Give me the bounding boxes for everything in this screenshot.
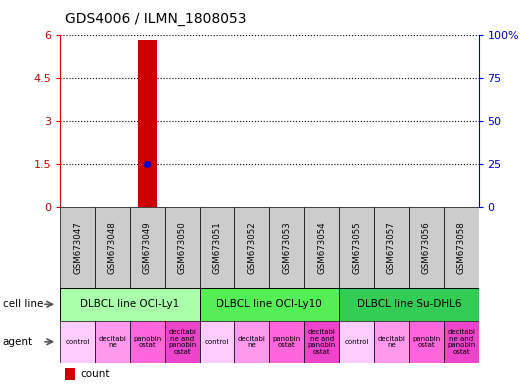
Text: DLBCL line OCI-Ly1: DLBCL line OCI-Ly1 <box>80 299 179 310</box>
Text: panobin
ostat: panobin ostat <box>133 336 162 348</box>
Bar <box>130 207 165 288</box>
Bar <box>234 321 269 363</box>
Text: control: control <box>65 339 90 345</box>
Bar <box>444 207 479 288</box>
Bar <box>165 207 200 288</box>
Text: panobin
ostat: panobin ostat <box>412 336 440 348</box>
Text: GSM673058: GSM673058 <box>457 221 465 274</box>
Text: GSM673050: GSM673050 <box>178 221 187 274</box>
Bar <box>60 288 200 321</box>
Bar <box>444 321 479 363</box>
Bar <box>339 207 374 288</box>
Text: control: control <box>205 339 229 345</box>
Bar <box>234 207 269 288</box>
Bar <box>95 321 130 363</box>
Text: GSM673054: GSM673054 <box>317 221 326 274</box>
Text: count: count <box>80 369 109 379</box>
Text: decitabi
ne and
panobin
ostat: decitabi ne and panobin ostat <box>308 329 336 354</box>
Bar <box>60 321 95 363</box>
Text: GSM673052: GSM673052 <box>247 221 256 274</box>
Text: GSM673051: GSM673051 <box>212 221 222 274</box>
Text: panobin
ostat: panobin ostat <box>272 336 301 348</box>
Bar <box>409 321 444 363</box>
Text: decitabi
ne: decitabi ne <box>378 336 405 348</box>
Text: GSM673047: GSM673047 <box>73 221 82 274</box>
Bar <box>374 321 409 363</box>
Bar <box>200 207 234 288</box>
Bar <box>269 207 304 288</box>
Bar <box>165 321 200 363</box>
Text: decitabi
ne: decitabi ne <box>98 336 127 348</box>
Text: decitabi
ne and
panobin
ostat: decitabi ne and panobin ostat <box>447 329 475 354</box>
Text: GSM673048: GSM673048 <box>108 221 117 274</box>
Text: GSM673049: GSM673049 <box>143 221 152 274</box>
Bar <box>95 207 130 288</box>
Text: decitabi
ne: decitabi ne <box>238 336 266 348</box>
Text: decitabi
ne and
panobin
ostat: decitabi ne and panobin ostat <box>168 329 196 354</box>
Text: GDS4006 / ILMN_1808053: GDS4006 / ILMN_1808053 <box>65 12 247 25</box>
Bar <box>130 321 165 363</box>
Bar <box>200 288 339 321</box>
Bar <box>409 207 444 288</box>
Text: agent: agent <box>3 337 33 347</box>
Text: cell line: cell line <box>3 299 43 310</box>
Bar <box>200 321 234 363</box>
Bar <box>374 207 409 288</box>
Text: control: control <box>344 339 369 345</box>
Text: GSM673057: GSM673057 <box>387 221 396 274</box>
Bar <box>269 321 304 363</box>
Text: DLBCL line Su-DHL6: DLBCL line Su-DHL6 <box>357 299 461 310</box>
Text: GSM673053: GSM673053 <box>282 221 291 274</box>
Bar <box>60 207 95 288</box>
Text: GSM673055: GSM673055 <box>352 221 361 274</box>
Bar <box>339 321 374 363</box>
Bar <box>304 321 339 363</box>
Bar <box>138 40 157 207</box>
Bar <box>339 288 479 321</box>
Text: GSM673056: GSM673056 <box>422 221 431 274</box>
Text: DLBCL line OCI-Ly10: DLBCL line OCI-Ly10 <box>217 299 322 310</box>
Bar <box>304 207 339 288</box>
